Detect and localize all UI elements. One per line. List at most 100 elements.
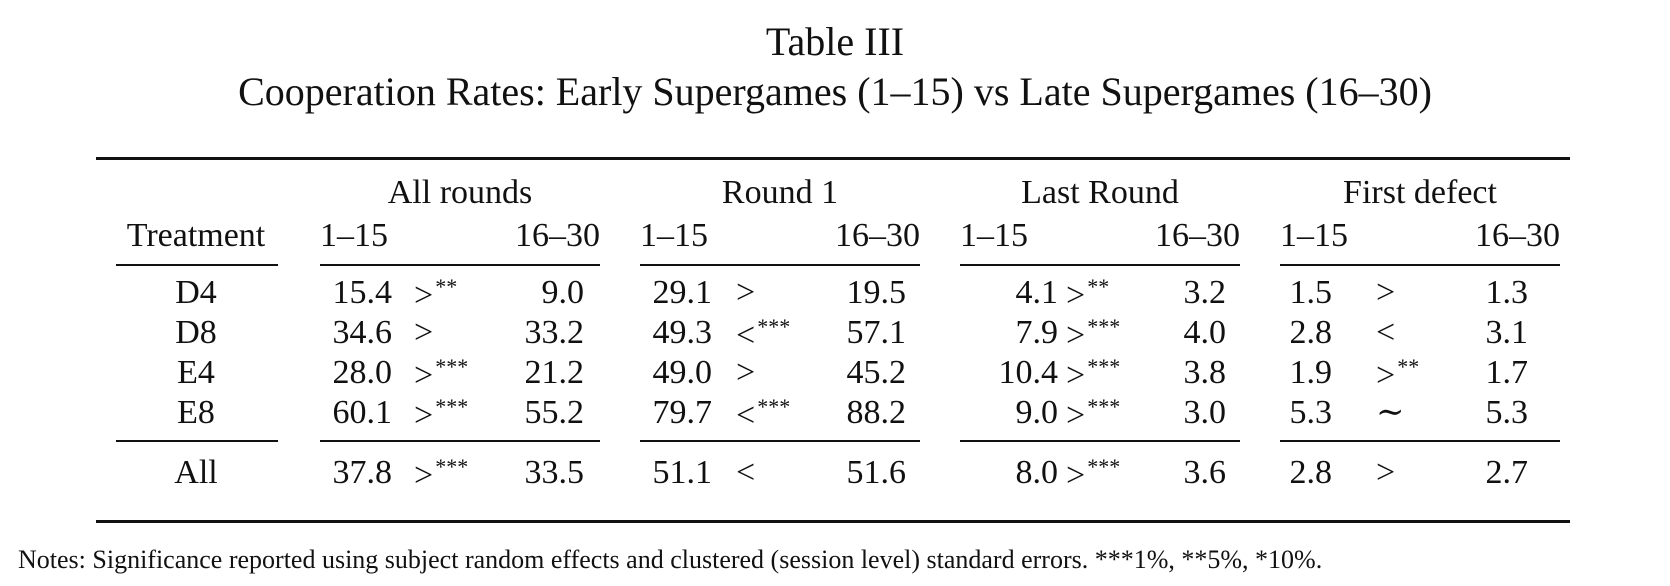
group-header-rule — [640, 264, 920, 266]
significance-stars: *** — [1087, 314, 1121, 339]
total-rule — [1280, 440, 1560, 442]
early-value: 2.8 — [1289, 454, 1333, 491]
late-value: 3.2 — [1183, 274, 1227, 311]
late-value: 3.8 — [1183, 354, 1227, 391]
late-value: 4.0 — [1183, 314, 1227, 351]
comparison-operator: > — [1066, 277, 1086, 314]
comparison-sign: >** — [1376, 356, 1419, 393]
total-rule — [116, 440, 278, 442]
early-value: 29.1 — [652, 274, 713, 311]
significance-stars: *** — [1087, 454, 1121, 479]
early-value: 7.9 — [1015, 314, 1059, 351]
significance-stars: ** — [435, 274, 458, 299]
treatment-header-rule — [116, 264, 278, 266]
total-rule — [640, 440, 920, 442]
comparison-operator: < — [736, 454, 756, 491]
late-value: 45.2 — [846, 354, 907, 391]
group-header: Last Round — [1021, 174, 1179, 211]
comparison-operator: < — [736, 397, 756, 434]
period-header-early: 1–15 — [640, 217, 708, 254]
late-value: 9.0 — [541, 274, 585, 311]
significance-stars: *** — [757, 314, 791, 339]
early-value: 10.4 — [998, 354, 1059, 391]
significance-stars: *** — [1087, 394, 1121, 419]
comparison-operator: > — [414, 357, 434, 394]
comparison-operator: > — [1066, 317, 1086, 354]
early-value: 9.0 — [1015, 394, 1059, 431]
comparison-sign: > — [414, 316, 433, 350]
late-value: 55.2 — [524, 394, 585, 431]
early-value: 60.1 — [332, 394, 393, 431]
late-value: 2.7 — [1485, 454, 1529, 491]
comparison-operator: > — [1066, 457, 1086, 494]
late-value: 3.0 — [1183, 394, 1227, 431]
comparison-sign: > — [1376, 456, 1395, 490]
late-value: 21.2 — [524, 354, 585, 391]
significance-stars: *** — [435, 354, 469, 379]
comparison-operator: > — [1066, 397, 1086, 434]
comparison-sign: < — [736, 456, 755, 490]
period-header-early: 1–15 — [960, 217, 1028, 254]
late-value: 19.5 — [846, 274, 907, 311]
treatment-header: Treatment — [126, 217, 266, 254]
early-value: 49.3 — [652, 314, 713, 351]
late-value: 57.1 — [846, 314, 907, 351]
comparison-sign: >** — [1066, 276, 1109, 313]
significance-stars: *** — [435, 454, 469, 479]
comparison-sign: >*** — [1066, 316, 1120, 353]
comparison-operator: > — [736, 274, 756, 311]
table-row-treatment: D4 — [175, 274, 217, 311]
comparison-sign: > — [1376, 276, 1395, 310]
comparison-sign: > — [736, 276, 755, 310]
early-value: 34.6 — [332, 314, 393, 351]
early-value: 28.0 — [332, 354, 393, 391]
early-value: 79.7 — [652, 394, 713, 431]
late-value: 3.1 — [1485, 314, 1529, 351]
table-subtitle: Cooperation Rates: Early Supergames (1–1… — [238, 69, 1432, 114]
comparison-operator: > — [1376, 274, 1396, 311]
comparison-sign: >*** — [414, 356, 468, 393]
early-value: 51.1 — [652, 454, 713, 491]
comparison-sign: >*** — [1066, 456, 1120, 493]
early-value: 2.8 — [1289, 314, 1333, 351]
comparison-sign: >*** — [414, 456, 468, 493]
comparison-sign: >*** — [1066, 396, 1120, 433]
table-title: Table III — [765, 19, 905, 64]
late-value: 33.5 — [524, 454, 585, 491]
significance-stars: *** — [1087, 354, 1121, 379]
comparison-operator: > — [736, 354, 756, 391]
significance-stars: ** — [1087, 274, 1110, 299]
group-header: All rounds — [387, 174, 533, 211]
comparison-operator: < — [736, 317, 756, 354]
comparison-operator: > — [414, 277, 434, 314]
group-header-rule — [1280, 264, 1560, 266]
table-row-treatment: D8 — [175, 314, 217, 351]
early-value: 15.4 — [332, 274, 393, 311]
total-row-treatment: All — [174, 454, 218, 491]
comparison-operator: > — [414, 397, 434, 434]
table-notes: Notes: Significance reported using subje… — [18, 545, 1323, 574]
early-value: 8.0 — [1015, 454, 1059, 491]
period-header-late: 16–30 — [515, 217, 600, 254]
early-value: 37.8 — [332, 454, 393, 491]
total-rule — [960, 440, 1240, 442]
early-value: 5.3 — [1289, 394, 1333, 431]
comparison-sign: <*** — [736, 316, 790, 353]
early-value: 49.0 — [652, 354, 713, 391]
early-value: 1.5 — [1289, 274, 1333, 311]
comparison-operator: > — [1066, 357, 1086, 394]
late-value: 88.2 — [846, 394, 907, 431]
late-value: 1.7 — [1485, 354, 1529, 391]
comparison-sign: < — [1376, 316, 1395, 350]
late-value: 5.3 — [1485, 394, 1529, 431]
early-value: 4.1 — [1015, 274, 1059, 311]
total-rule — [320, 440, 600, 442]
group-header: Round 1 — [721, 174, 839, 211]
period-header-early: 1–15 — [320, 217, 388, 254]
early-value: 1.9 — [1289, 354, 1333, 391]
comparison-sign: >*** — [1066, 356, 1120, 393]
period-header-late: 16–30 — [1475, 217, 1560, 254]
group-header: First defect — [1343, 174, 1497, 211]
comparison-operator: > — [1376, 454, 1396, 491]
significance-stars: *** — [435, 394, 469, 419]
